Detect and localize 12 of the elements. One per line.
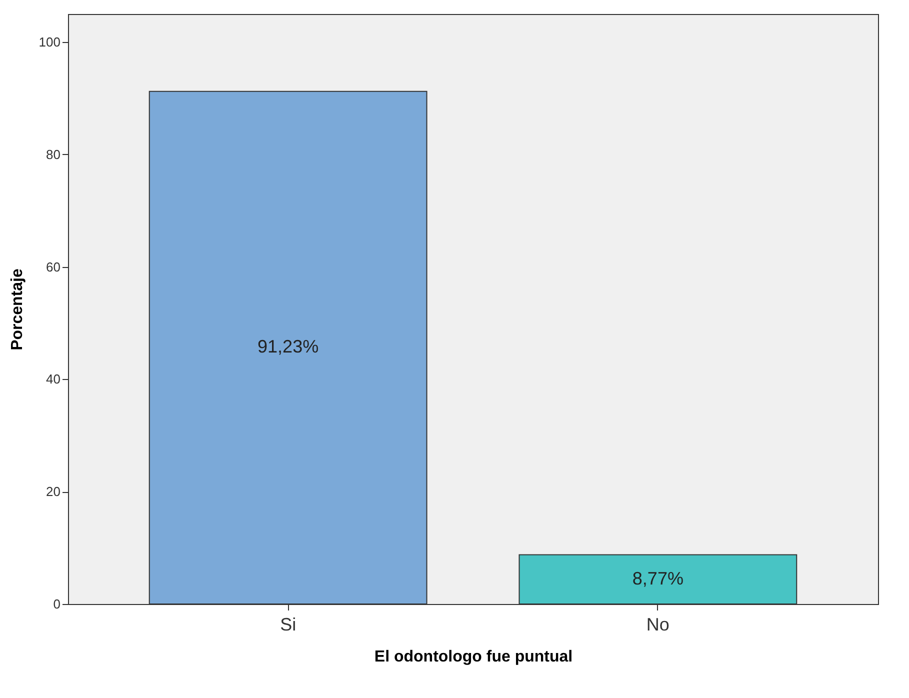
x-tick-label: No xyxy=(646,614,670,634)
x-axis-title: El odontologo fue puntual xyxy=(374,648,573,666)
y-tick-label: 100 xyxy=(38,34,60,50)
y-tick-label: 40 xyxy=(46,372,60,387)
y-axis-title: Porcentaje xyxy=(8,268,26,350)
x-tick-label: Si xyxy=(280,614,296,634)
y-tick-label: 0 xyxy=(53,596,60,612)
data-label: 91,23% xyxy=(258,336,319,357)
y-tick-label: 80 xyxy=(46,146,60,162)
data-label: 8,77% xyxy=(632,568,684,588)
y-tick-label: 20 xyxy=(46,484,60,500)
y-tick-label: 60 xyxy=(46,259,60,274)
